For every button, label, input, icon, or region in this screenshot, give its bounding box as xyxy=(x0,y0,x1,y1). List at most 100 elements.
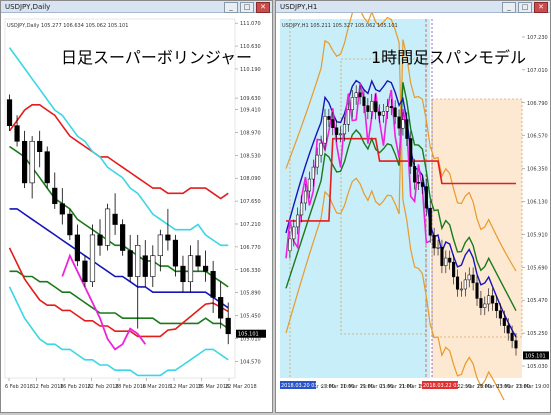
h1-window-title: USDJPY,H1 xyxy=(280,3,318,11)
candle-body xyxy=(157,234,163,257)
candle-body xyxy=(342,124,347,135)
minimize-button[interactable]: _ xyxy=(224,2,238,13)
h1-chart-svg[interactable]: 107.230 107.010 106.790 106.570 106.350 106.1… xyxy=(276,13,550,400)
band-sigma2-lower xyxy=(8,286,229,377)
y-tick-label: 107.210 xyxy=(240,222,261,228)
minimize-button[interactable]: _ xyxy=(502,2,516,13)
candle-body xyxy=(401,119,405,129)
x-tick-label: 22 Feb 2018 xyxy=(88,384,119,390)
candle-body xyxy=(354,92,358,98)
candle-body xyxy=(362,96,366,106)
candle-body xyxy=(448,257,452,263)
candle-body xyxy=(120,224,126,251)
maximize-button[interactable]: □ xyxy=(240,2,254,13)
candle-body xyxy=(303,190,308,204)
h1-window-titlebar[interactable]: USDJPY,H1 _ □ ✕ xyxy=(276,1,550,13)
close-button[interactable]: ✕ xyxy=(256,2,270,13)
x-tick-label: 6 Feb 2018 xyxy=(5,384,33,390)
x-tick-label: 16 Feb 2018 xyxy=(60,384,91,390)
candle-body xyxy=(432,235,436,249)
y-tick-label: 104.570 xyxy=(240,359,261,365)
x-tick-label: 21 Mar 03:00 xyxy=(360,384,393,390)
x-tick-label: 28 Feb 2018 xyxy=(115,384,146,390)
ohlc-readout: USDJPY,Daily 105.277 106.634 105.062 105… xyxy=(7,23,128,29)
candle-body xyxy=(74,234,80,262)
candle-body xyxy=(393,107,397,118)
candle-body xyxy=(292,226,296,240)
candle-body xyxy=(459,288,463,291)
candle-body xyxy=(37,140,43,152)
y-tick-label: 106.350 xyxy=(527,167,548,173)
daily-chart-svg[interactable]: 111.070 110.630 110.190 109.630 109.410 108.9… xyxy=(1,13,272,400)
y-tick-label: 105.690 xyxy=(527,265,548,271)
price-tag-label: 105.101 xyxy=(525,353,546,359)
candle-body xyxy=(381,111,386,116)
candle-body xyxy=(405,119,409,139)
candle-body xyxy=(413,166,417,183)
candle-body xyxy=(467,274,471,281)
y-tick-label: 107.230 xyxy=(527,35,548,41)
candle-body xyxy=(346,109,350,125)
candle-body xyxy=(436,247,440,249)
candle-body xyxy=(358,92,362,98)
candle-body xyxy=(491,295,495,304)
candle-body xyxy=(350,97,354,111)
candle-body xyxy=(165,234,171,241)
candle-body xyxy=(135,245,141,277)
candle-body xyxy=(389,106,393,108)
y-tick-label: 111.070 xyxy=(240,21,261,27)
x-tick-label: 22 Mar 2018 xyxy=(225,384,257,390)
candle-body xyxy=(288,238,292,252)
x-tick-label: 12 Mar 2018 xyxy=(170,384,202,390)
y-tick-label: 107.650 xyxy=(240,199,261,205)
price-tag-box xyxy=(236,329,266,338)
x-tick-label: 23 Mar 03:00 xyxy=(477,384,510,390)
candle-body xyxy=(29,140,35,184)
y-tick-label: 105.910 xyxy=(527,232,548,238)
candle-body xyxy=(296,214,300,228)
daily-chart-window[interactable]: USDJPY,Daily _ □ ✕ 111.070 110.630 110.190… xyxy=(0,0,273,413)
candle-body xyxy=(311,166,315,180)
candle-body xyxy=(385,106,389,112)
candle-body xyxy=(307,178,311,192)
zone-box-right xyxy=(431,98,523,338)
candle-body xyxy=(52,187,58,205)
chart-caption: 日足スーパーボリンジャー xyxy=(61,48,252,67)
red-step-line xyxy=(286,137,516,222)
y-tick-label: 105.470 xyxy=(527,298,548,304)
candle-body xyxy=(44,151,50,184)
y-tick-label: 105.030 xyxy=(527,364,548,370)
x-tick-label: 23 Mar 11:00 xyxy=(497,384,530,390)
candle-body xyxy=(424,186,428,209)
candle-body xyxy=(142,255,148,277)
x-tick-label: 19 Mar 07:00 xyxy=(302,384,335,390)
band-mid xyxy=(9,208,229,309)
candle-body xyxy=(479,298,483,308)
maximize-button[interactable]: □ xyxy=(518,2,532,13)
candle-body xyxy=(487,295,491,305)
h1-chart-window[interactable]: USDJPY,H1 _ □ ✕ 107.230 107.010 106.790 106… xyxy=(275,0,551,413)
candle-body xyxy=(370,101,374,112)
candle-body xyxy=(180,265,186,283)
plot-area xyxy=(4,18,236,379)
candle-body xyxy=(510,332,514,341)
close-button[interactable]: ✕ xyxy=(534,2,548,13)
candle-body xyxy=(444,257,448,266)
candle-body xyxy=(374,101,378,113)
y-tick-label: 110.630 xyxy=(240,44,261,50)
candle-body xyxy=(104,208,111,246)
daily-window-titlebar[interactable]: USDJPY,Daily _ □ ✕ xyxy=(1,1,272,13)
candle-body xyxy=(112,213,118,225)
time-tag-blue-label: 2018.03.20 03:00 xyxy=(281,383,326,389)
ohlc-readout: USDJPY,H1 105.211 105.327 105.062 105.10… xyxy=(282,23,398,29)
candle-body xyxy=(452,261,456,278)
y-tick-label: 108.530 xyxy=(240,153,261,159)
band-sigma3-upper xyxy=(8,104,229,200)
y-tick-label: 106.570 xyxy=(527,134,548,140)
y-tick-label: 105.250 xyxy=(527,331,548,337)
candle-body xyxy=(339,133,343,136)
y-tick-label: 110.190 xyxy=(240,67,261,73)
x-tick-label: 21 Mar 19:00 xyxy=(399,384,432,390)
candle-body xyxy=(150,255,156,277)
candle-body xyxy=(498,310,502,319)
